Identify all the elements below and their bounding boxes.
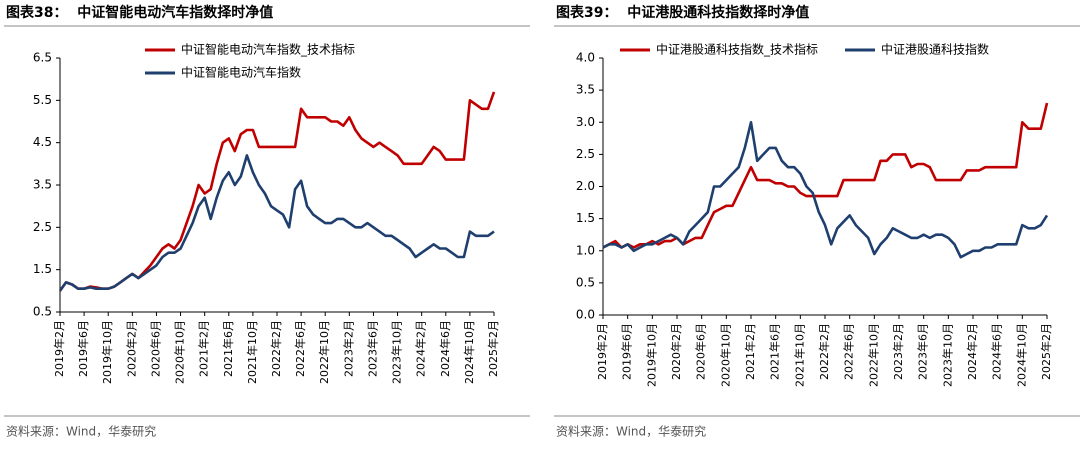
x-tick-label: 2020年10月: [718, 323, 732, 387]
series-line: [602, 121, 1049, 259]
legend-label: 中证智能电动汽车指数: [181, 65, 301, 80]
y-tick-label: 3.5: [576, 83, 595, 97]
x-tick-label: 2021年10月: [245, 320, 259, 384]
y-tick-label: 6.5: [33, 51, 52, 65]
series-line: [58, 91, 496, 292]
x-tick-label: 2025年2月: [1039, 323, 1053, 380]
y-tick-label: 1.5: [576, 211, 595, 225]
y-tick-label: 1.5: [33, 262, 52, 276]
x-tick-label: 2023年6月: [916, 323, 930, 380]
y-tick-label: 4.5: [33, 135, 52, 149]
x-tick-label: 2024年6月: [990, 323, 1004, 380]
y-tick-label: 1.0: [576, 243, 595, 257]
x-tick-label: 2023年10月: [390, 320, 404, 384]
y-tick-label: 2.5: [576, 147, 595, 161]
x-tick-label: 2019年6月: [620, 323, 634, 380]
y-tick-label: 3.5: [33, 178, 52, 192]
x-tick-label: 2025年2月: [486, 320, 500, 377]
legend-label: 中证港股通科技指数_技术指标: [656, 42, 818, 57]
x-tick-label: 2021年10月: [792, 323, 806, 387]
x-tick-label: 2020年6月: [148, 320, 162, 377]
x-tick-label: 2022年10月: [317, 320, 331, 384]
x-tick-label: 2023年6月: [365, 320, 379, 377]
x-tick-label: 2020年6月: [694, 323, 708, 380]
x-tick-label: 2024年2月: [414, 320, 428, 377]
x-tick-label: 2020年2月: [124, 320, 138, 377]
x-tick-label: 2022年2月: [817, 323, 831, 380]
y-tick-label: 3.0: [576, 115, 595, 129]
x-tick-label: 2024年6月: [438, 320, 452, 377]
y-tick-label: 2.0: [576, 179, 595, 193]
source: 资料来源：Wind，华泰研究: [6, 424, 156, 439]
y-tick-label: 2.5: [33, 220, 52, 234]
x-tick-label: 2021年6月: [221, 320, 235, 377]
x-tick-label: 2023年2月: [341, 320, 355, 377]
x-tick-label: 2019年10月: [644, 323, 658, 387]
x-tick-label: 2019年2月: [52, 320, 66, 377]
chart-title: 图表39： 中证港股通科技指数择时净值: [556, 4, 809, 21]
y-tick-label: 4.0: [576, 51, 595, 65]
chart-title: 图表38： 中证智能电动汽车指数择时净值: [6, 4, 273, 21]
x-tick-label: 2024年2月: [965, 323, 979, 380]
x-tick-label: 2021年2月: [197, 320, 211, 377]
legend-label: 中证智能电动汽车指数_技术指标: [181, 42, 355, 57]
x-tick-label: 2019年10月: [100, 320, 114, 384]
y-tick-label: 0.0: [576, 308, 595, 322]
x-tick-label: 2022年10月: [866, 323, 880, 387]
y-tick-label: 5.5: [33, 93, 52, 107]
x-tick-label: 2020年10月: [173, 320, 187, 384]
x-tick-label: 2019年6月: [76, 320, 90, 377]
source: 资料来源：Wind，华泰研究: [556, 424, 706, 439]
x-tick-label: 2019年2月: [595, 323, 609, 380]
x-tick-label: 2024年10月: [1014, 323, 1028, 387]
x-tick-label: 2022年6月: [293, 320, 307, 377]
legend-label: 中证港股通科技指数: [881, 42, 989, 57]
x-tick-label: 2022年6月: [842, 323, 856, 380]
x-tick-label: 2024年10月: [462, 320, 476, 384]
x-tick-label: 2023年10月: [940, 323, 954, 387]
x-tick-label: 2021年2月: [743, 323, 757, 380]
series-line: [58, 154, 495, 292]
x-tick-label: 2022年2月: [269, 320, 283, 377]
x-tick-label: 2020年2月: [669, 323, 683, 380]
x-tick-label: 2021年6月: [768, 323, 782, 380]
x-tick-label: 2023年2月: [891, 323, 905, 380]
y-tick-label: 0.5: [33, 305, 52, 319]
y-tick-label: 0.5: [576, 275, 595, 289]
